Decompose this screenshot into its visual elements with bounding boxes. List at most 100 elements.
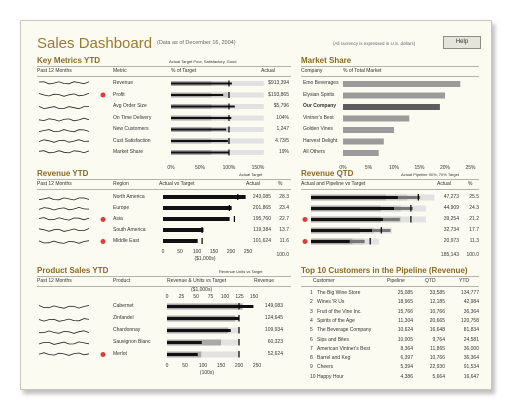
- product-sales-sparkline: [38, 318, 90, 322]
- customer-name: Fruit of the Vine Inc.: [317, 308, 362, 315]
- alert-indicator-icon: [302, 239, 308, 244]
- product-sales-sparkline: [38, 352, 90, 356]
- top-customers-col-pipeline: Pipeline: [387, 278, 405, 284]
- product-sales-top-tick: 25: [178, 294, 185, 300]
- revenue-qtd-total-actual: 185,143: [440, 252, 459, 258]
- key-metric-actual-bar: [171, 151, 229, 154]
- revenue-qtd-actual: 32,734: [443, 227, 459, 233]
- customer-ytd: 120,758: [460, 317, 479, 324]
- key-metrics-axis-tick: 50%: [194, 165, 205, 171]
- customer-name: The Beverage Company: [317, 327, 372, 334]
- revenue-ytd-actual-bar: [163, 206, 232, 210]
- product-sales-product: Sauvignon Blanc: [113, 339, 151, 345]
- revenue-qtd-total-pct: 100.0: [466, 252, 479, 258]
- key-metric-actual: $5,796: [273, 103, 289, 109]
- revenue-ytd-col-past: Past 12 Months: [37, 181, 72, 187]
- customer-qtd: 11,865: [430, 345, 445, 352]
- customer-ytd: 36,364: [463, 308, 479, 315]
- date-note: (Data as of December 16, 2004): [157, 40, 236, 46]
- product-sales-product: Zinfandel: [113, 315, 134, 321]
- product-sales-sparkline: [38, 341, 90, 345]
- market-share-axis-tick: 0%: [339, 165, 347, 171]
- customer-name: Wines 'R Us: [317, 299, 345, 306]
- product-sales-revenue: 60,323: [267, 339, 283, 345]
- product-sales-product: Chardonnay: [113, 327, 141, 333]
- key-metrics-col-metric: Metric: [113, 68, 127, 74]
- market-share-company: Our Company: [303, 103, 337, 109]
- revenue-ytd-legend: Actual Target: [239, 172, 263, 177]
- key-metrics-title: Key Metrics YTD: [37, 56, 100, 65]
- alert-indicator-icon: [302, 217, 308, 222]
- revenue-ytd-actual: 243,085: [252, 194, 271, 200]
- revenue-ytd-sparkline: [38, 206, 90, 211]
- alert-indicator-icon: [100, 217, 106, 222]
- product-sales-bottom-tick: 0: [165, 363, 169, 369]
- revenue-ytd-axis-tick: 0: [161, 249, 165, 255]
- customer-qtd: 20,665: [429, 317, 445, 324]
- customer-qtd: 9,764: [432, 336, 445, 343]
- customer-pipeline: 8,364: [400, 345, 413, 352]
- revenue-qtd-actual: 39,254: [443, 216, 459, 222]
- revenue-ytd-region: South America: [113, 227, 146, 233]
- key-metrics-axis-tick: 100%: [222, 165, 236, 171]
- product-sales-top-unit: ($1,000s): [191, 287, 213, 293]
- market-share-bar: [343, 150, 379, 156]
- customer-ytd: 81,834: [463, 327, 479, 334]
- customer-name: Happy Hour: [317, 373, 344, 380]
- revenue-ytd-axis-unit: ($1,000s): [194, 256, 216, 262]
- product-sales-top-tick: 0: [165, 294, 169, 300]
- key-metric-sparkline: [38, 139, 90, 143]
- product-sales-bottom-tick: 150: [216, 363, 226, 369]
- key-metric-name: Market Share: [113, 149, 144, 155]
- revenue-qtd-band-target: [407, 194, 435, 201]
- alert-indicator-icon: [100, 92, 106, 98]
- product-sales-revenue-bar: [167, 353, 198, 356]
- customer-ytd: 42,984: [463, 299, 479, 306]
- key-metric-name: Revenue: [113, 80, 134, 86]
- product-sales-revenue-bar: [167, 305, 254, 308]
- key-metric-actual: $913,394: [268, 80, 289, 86]
- product-sales-legend: Revenue Units vs Target: [219, 269, 263, 274]
- customer-rank: 10: [310, 373, 316, 380]
- customer-qtd: 10,766: [429, 308, 445, 315]
- alert-indicator-icon: [100, 239, 106, 244]
- revenue-ytd-actual: 101,624: [252, 238, 271, 244]
- revenue-ytd-pct: 28.3: [279, 194, 289, 200]
- revenue-qtd-actual: 20,973: [443, 238, 459, 244]
- revenue-qtd-pct: 24.3: [469, 205, 479, 211]
- revenue-ytd-sparkline: [38, 240, 90, 244]
- product-sales-bottom-unit: (100s): [199, 370, 215, 376]
- key-metric-band-good: [229, 127, 264, 132]
- market-share-col-pct: % of Total Market: [343, 68, 382, 74]
- market-share-bar: [343, 127, 394, 133]
- key-metric-sparkline: [38, 150, 90, 154]
- top-customers-col-customer: Customer: [313, 278, 335, 284]
- product-sales-top-tick: 75: [207, 294, 214, 300]
- customer-pipeline: 5,394: [400, 364, 413, 371]
- revenue-qtd-title: Revenue QTD: [301, 169, 354, 178]
- help-button[interactable]: Help: [443, 36, 481, 49]
- key-metric-sparkline: [38, 81, 90, 85]
- market-share-bar: [343, 138, 384, 145]
- revenue-qtd-pipeline-bar: [397, 196, 421, 199]
- revenue-qtd-band-target: [364, 238, 380, 245]
- customer-ytd: 36,000: [463, 345, 479, 352]
- product-sales-top-tick: 125: [235, 294, 244, 300]
- market-share-company: Vintner's Best: [303, 114, 334, 121]
- product-sales-title: Product Sales YTD: [37, 266, 109, 275]
- revenue-ytd-actual-bar: [163, 228, 204, 232]
- key-metric-name: Avg Order Size: [113, 103, 147, 109]
- key-metric-sparkline: [38, 117, 90, 122]
- market-share-company: Harvest Delight: [303, 137, 338, 144]
- key-metric-actual: 19%: [278, 149, 289, 155]
- revenue-ytd-total-pct: 100.0: [276, 252, 289, 258]
- key-metric-band-good: [229, 81, 264, 86]
- key-metric-actual-bar: [171, 94, 224, 96]
- product-sales-col-past: Past 12 Months: [37, 278, 72, 284]
- revenue-ytd-axis-tick: 150: [209, 249, 219, 255]
- customer-pipeline: 10,624: [397, 327, 413, 334]
- revenue-ytd-actual: 201,865: [252, 205, 271, 211]
- key-metric-name: Profit: [113, 91, 125, 98]
- customer-name: Sips and Bites: [317, 336, 349, 343]
- market-share-col-company: Company: [301, 68, 323, 74]
